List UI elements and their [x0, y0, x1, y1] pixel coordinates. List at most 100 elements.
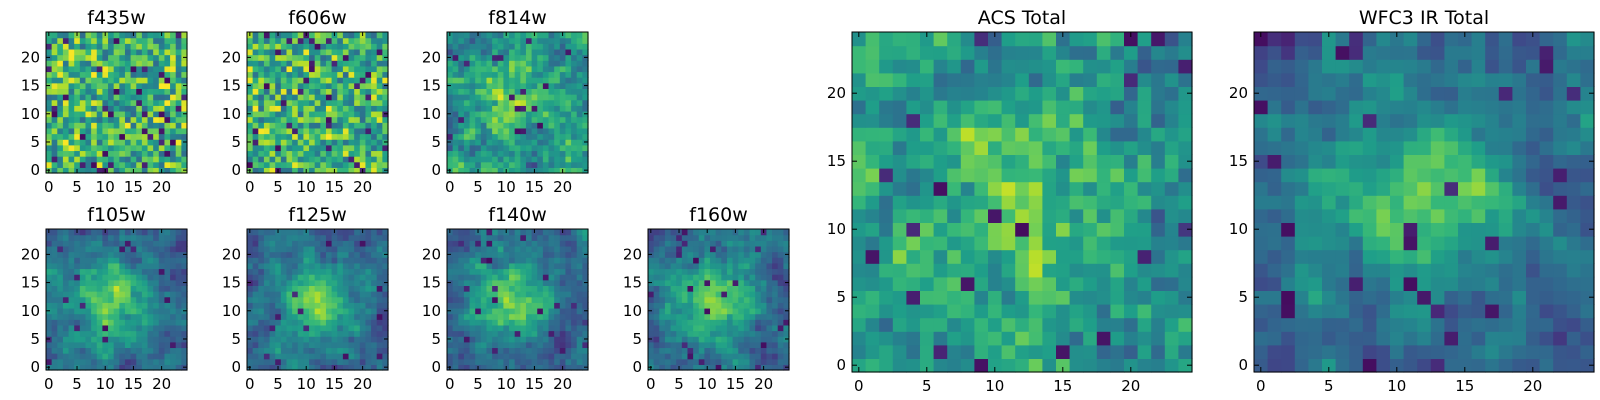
heatmap-cell [252, 319, 259, 326]
heatmap-cell [108, 229, 115, 236]
heatmap-cell [698, 330, 705, 337]
heatmap-cell [51, 364, 58, 371]
heatmap-cell [113, 291, 120, 298]
heatmap-cell [96, 341, 103, 349]
heatmap-cell [348, 133, 355, 140]
heatmap-cell [749, 268, 756, 275]
heatmap-cell [726, 291, 734, 298]
heatmap-cell [486, 347, 493, 354]
heatmap-cell [865, 195, 880, 210]
heatmap-cell [653, 302, 660, 309]
heatmap-cell [164, 240, 171, 247]
heatmap-cell [320, 71, 327, 78]
heatmap-cell [164, 291, 171, 298]
heatmap-cell [348, 65, 355, 73]
heatmap-cell [676, 268, 683, 275]
heatmap-cell [486, 262, 493, 270]
heatmap-cell [331, 245, 338, 253]
heatmap-cell [565, 156, 572, 163]
heatmap-cell [738, 257, 745, 264]
heatmap-cell [537, 37, 544, 44]
heatmap-cell [258, 99, 265, 106]
heatmap-cell [743, 257, 751, 264]
heatmap-cell [130, 71, 137, 78]
heatmap-cell [743, 296, 751, 303]
heatmap-cell [783, 319, 790, 326]
heatmap-cell [371, 279, 378, 286]
heatmap-cell [664, 358, 672, 365]
heatmap-cell [136, 358, 143, 365]
heatmap-cell [509, 262, 516, 270]
heatmap-cell [258, 251, 265, 258]
heatmap-cell [280, 139, 288, 146]
heatmap-cell [382, 240, 389, 247]
heatmap-cell [292, 43, 299, 50]
heatmap-cell [68, 37, 75, 44]
heatmap-cell [475, 82, 482, 89]
heatmap-cell [79, 245, 87, 253]
heatmap-cell [648, 262, 655, 270]
heatmap-cell [258, 167, 265, 174]
heatmap-cell [297, 54, 304, 61]
heatmap-cell [91, 285, 98, 292]
heatmap-cell [492, 94, 499, 101]
heatmap-cell [777, 364, 784, 371]
heatmap-cell [704, 302, 711, 309]
heatmap-cell [486, 319, 493, 326]
heatmap-cell [542, 313, 550, 320]
heatmap-cell [1096, 195, 1111, 210]
heatmap-cell [252, 229, 259, 236]
heatmap-cell [130, 48, 137, 56]
heatmap-cell [492, 110, 499, 118]
heatmap-cell [554, 330, 561, 337]
heatmap-cell [275, 116, 282, 123]
heatmap-cell [108, 54, 115, 61]
heatmap-cell [497, 341, 504, 349]
heatmap-cell [463, 54, 471, 61]
heatmap-cell [342, 307, 350, 315]
heatmap-cell [514, 319, 521, 326]
heatmap-cell [715, 347, 722, 354]
heatmap-cell [147, 82, 154, 89]
heatmap-cell [865, 344, 880, 359]
heatmap-cell [475, 336, 482, 343]
heatmap-cell [136, 122, 143, 129]
heatmap-cell [710, 336, 717, 343]
heatmap-cell [1151, 181, 1166, 196]
heatmap-cell [559, 150, 567, 157]
heatmap-cell [892, 181, 907, 196]
heatmap-cell [565, 110, 572, 118]
heatmap-cell [906, 208, 921, 223]
heatmap-cell [704, 347, 711, 354]
heatmap-cell [687, 268, 694, 275]
heatmap-cell [153, 229, 160, 236]
heatmap-cell [79, 94, 87, 101]
heatmap-cell [252, 313, 259, 320]
heatmap-cell [91, 245, 98, 253]
heatmap-cell [164, 274, 171, 281]
heatmap-cell [286, 127, 293, 135]
heatmap-cell [772, 279, 779, 286]
heatmap-cell [497, 330, 504, 337]
heatmap-cell [108, 319, 115, 326]
heatmap-cell [275, 77, 282, 84]
heatmap-cell [509, 229, 516, 236]
heatmap-cell [892, 344, 907, 359]
heatmap-cell [68, 60, 75, 67]
heatmap-cell [119, 274, 126, 281]
heatmap-cell [371, 71, 378, 78]
heatmap-cell [119, 133, 126, 140]
heatmap-cell [119, 307, 126, 315]
heatmap-cell [1028, 181, 1043, 196]
heatmap-cell [68, 330, 75, 337]
heatmap-cell [743, 251, 751, 258]
heatmap-cell [548, 54, 555, 61]
heatmap-cell [749, 240, 756, 247]
heatmap-cell [447, 234, 454, 241]
heatmap-cell [57, 110, 64, 118]
heatmap-cell [503, 133, 510, 140]
heatmap-cell [325, 324, 333, 332]
heatmap-cell [359, 358, 367, 365]
heatmap-cell [320, 88, 327, 95]
heatmap-cell [147, 319, 154, 326]
